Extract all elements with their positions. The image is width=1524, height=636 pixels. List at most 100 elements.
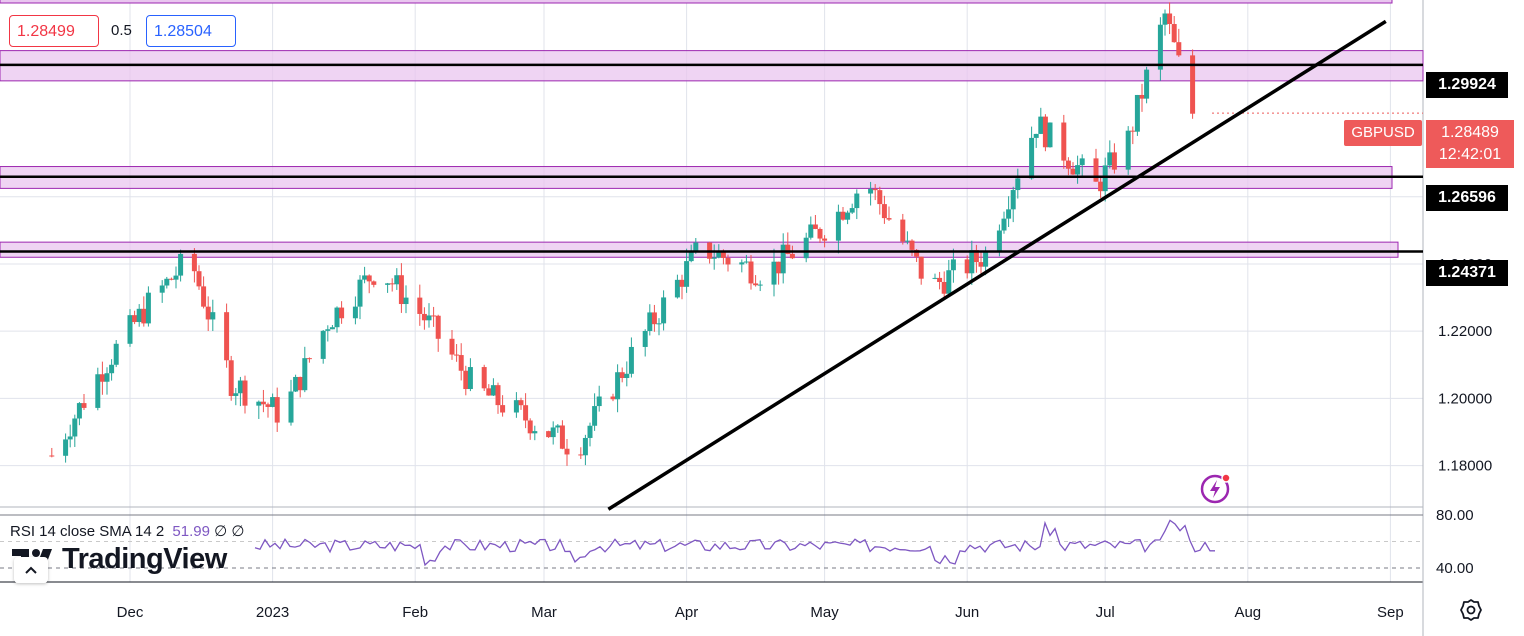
candle-body	[127, 315, 133, 344]
candle-body	[201, 286, 207, 307]
candle-body	[242, 380, 248, 406]
zone-top-partial	[0, 0, 1393, 4]
candle-body	[500, 405, 506, 413]
candle-body	[661, 297, 667, 324]
candle-body	[546, 431, 552, 438]
flash-icon[interactable]	[1200, 472, 1232, 504]
last-price-tag: 1.28489 12:42:01	[1426, 120, 1514, 168]
last-price: 1.28489	[1441, 124, 1499, 141]
price-tick-label: 1.20000	[1438, 390, 1492, 407]
rsi-extra-1: ∅	[214, 523, 228, 540]
collapse-button[interactable]	[14, 557, 48, 583]
candle-body	[619, 372, 625, 379]
candle-body	[937, 277, 943, 282]
rsi-tick-label: 40.00	[1436, 560, 1474, 577]
candle-body	[329, 327, 335, 330]
candle-body	[656, 323, 662, 325]
candle-body	[900, 219, 906, 242]
candle-body	[458, 355, 464, 371]
bar-countdown: 12:42:01	[1438, 146, 1502, 163]
sell-price[interactable]: 1.28499	[9, 15, 99, 47]
price-tick-label: 1.18000	[1438, 458, 1492, 475]
candle-body	[1029, 137, 1035, 179]
candle-body	[99, 374, 105, 382]
candle-body	[463, 370, 469, 390]
candle-body	[1125, 130, 1131, 170]
time-axis[interactable]: Dec 2023 Feb Mar Apr May Jun Jul Aug Sep	[117, 604, 1404, 621]
candle-body	[854, 193, 860, 209]
horizontal-levels	[0, 63, 1423, 253]
candle-body	[417, 297, 423, 314]
time-tick-label: Sep	[1377, 604, 1404, 621]
trendline-line[interactable]	[607, 19, 1387, 511]
candle-body	[1047, 122, 1053, 148]
zone-3	[0, 241, 1399, 258]
candle-body	[872, 188, 878, 191]
candle-body	[352, 306, 358, 319]
candle-body	[1102, 165, 1108, 192]
candle-body	[302, 358, 308, 391]
candle-body	[835, 211, 841, 241]
candle-body	[1015, 178, 1021, 191]
candle-body	[615, 372, 621, 400]
buy-price[interactable]: 1.28504	[146, 15, 236, 47]
candle-body	[81, 403, 87, 408]
candle-body	[674, 279, 680, 298]
candle-body	[339, 307, 345, 319]
candle-body	[1130, 130, 1136, 132]
candle-body	[495, 385, 501, 406]
symbol-tag: GBPUSD	[1344, 120, 1422, 146]
candle-body	[812, 224, 818, 229]
candle-body	[490, 385, 496, 396]
candle-body	[421, 313, 427, 321]
candle-body	[996, 230, 1002, 252]
candle-body	[743, 261, 749, 263]
candle-body	[1162, 13, 1168, 25]
candle-body	[909, 240, 915, 250]
candle-body	[293, 376, 299, 392]
candle-body	[725, 257, 731, 265]
candle-body	[1190, 55, 1196, 114]
rsi-value: 51.99	[172, 523, 210, 540]
candle-body	[362, 275, 368, 280]
candle-body	[1033, 133, 1039, 138]
candle-body	[104, 373, 110, 382]
candle-body	[789, 253, 795, 259]
candle-body	[481, 367, 487, 389]
brand-name: TradingView	[62, 542, 227, 575]
candle-body	[1176, 42, 1182, 56]
candle-body	[260, 401, 266, 405]
rsi-extra-2: ∅	[231, 523, 245, 540]
settings-button[interactable]	[1458, 597, 1484, 623]
candle-body	[914, 249, 920, 257]
chevron-up-icon	[25, 566, 37, 574]
candle-body	[210, 312, 216, 320]
rsi-legend[interactable]: RSI 14 close SMA 14 2 51.99 ∅ ∅	[10, 522, 244, 540]
candle-body	[513, 400, 519, 413]
time-tick-label: Feb	[402, 604, 428, 621]
candle-body	[918, 256, 924, 279]
candle-body	[757, 284, 763, 286]
trendline[interactable]	[607, 19, 1387, 511]
candle-body	[849, 208, 855, 213]
candle-body	[1010, 190, 1016, 210]
candle-body	[808, 224, 814, 238]
chart-grid	[0, 0, 1424, 636]
candle-body	[1098, 181, 1104, 192]
candle-body	[1144, 69, 1150, 99]
candle-body	[624, 373, 630, 379]
candle-body	[592, 406, 598, 426]
candle-body	[950, 259, 956, 271]
candle-body	[325, 329, 331, 331]
candle-body	[449, 338, 455, 355]
price-tick-label: 1.22000	[1438, 323, 1492, 340]
rsi-tick-label: 80.00	[1436, 507, 1474, 524]
time-tick-label: Apr	[675, 604, 698, 621]
candle-body	[679, 279, 685, 287]
candle-body	[256, 401, 262, 406]
candle-body	[389, 283, 395, 285]
candle-body	[684, 261, 690, 287]
candle-body	[877, 190, 883, 205]
candle-body	[196, 271, 202, 287]
